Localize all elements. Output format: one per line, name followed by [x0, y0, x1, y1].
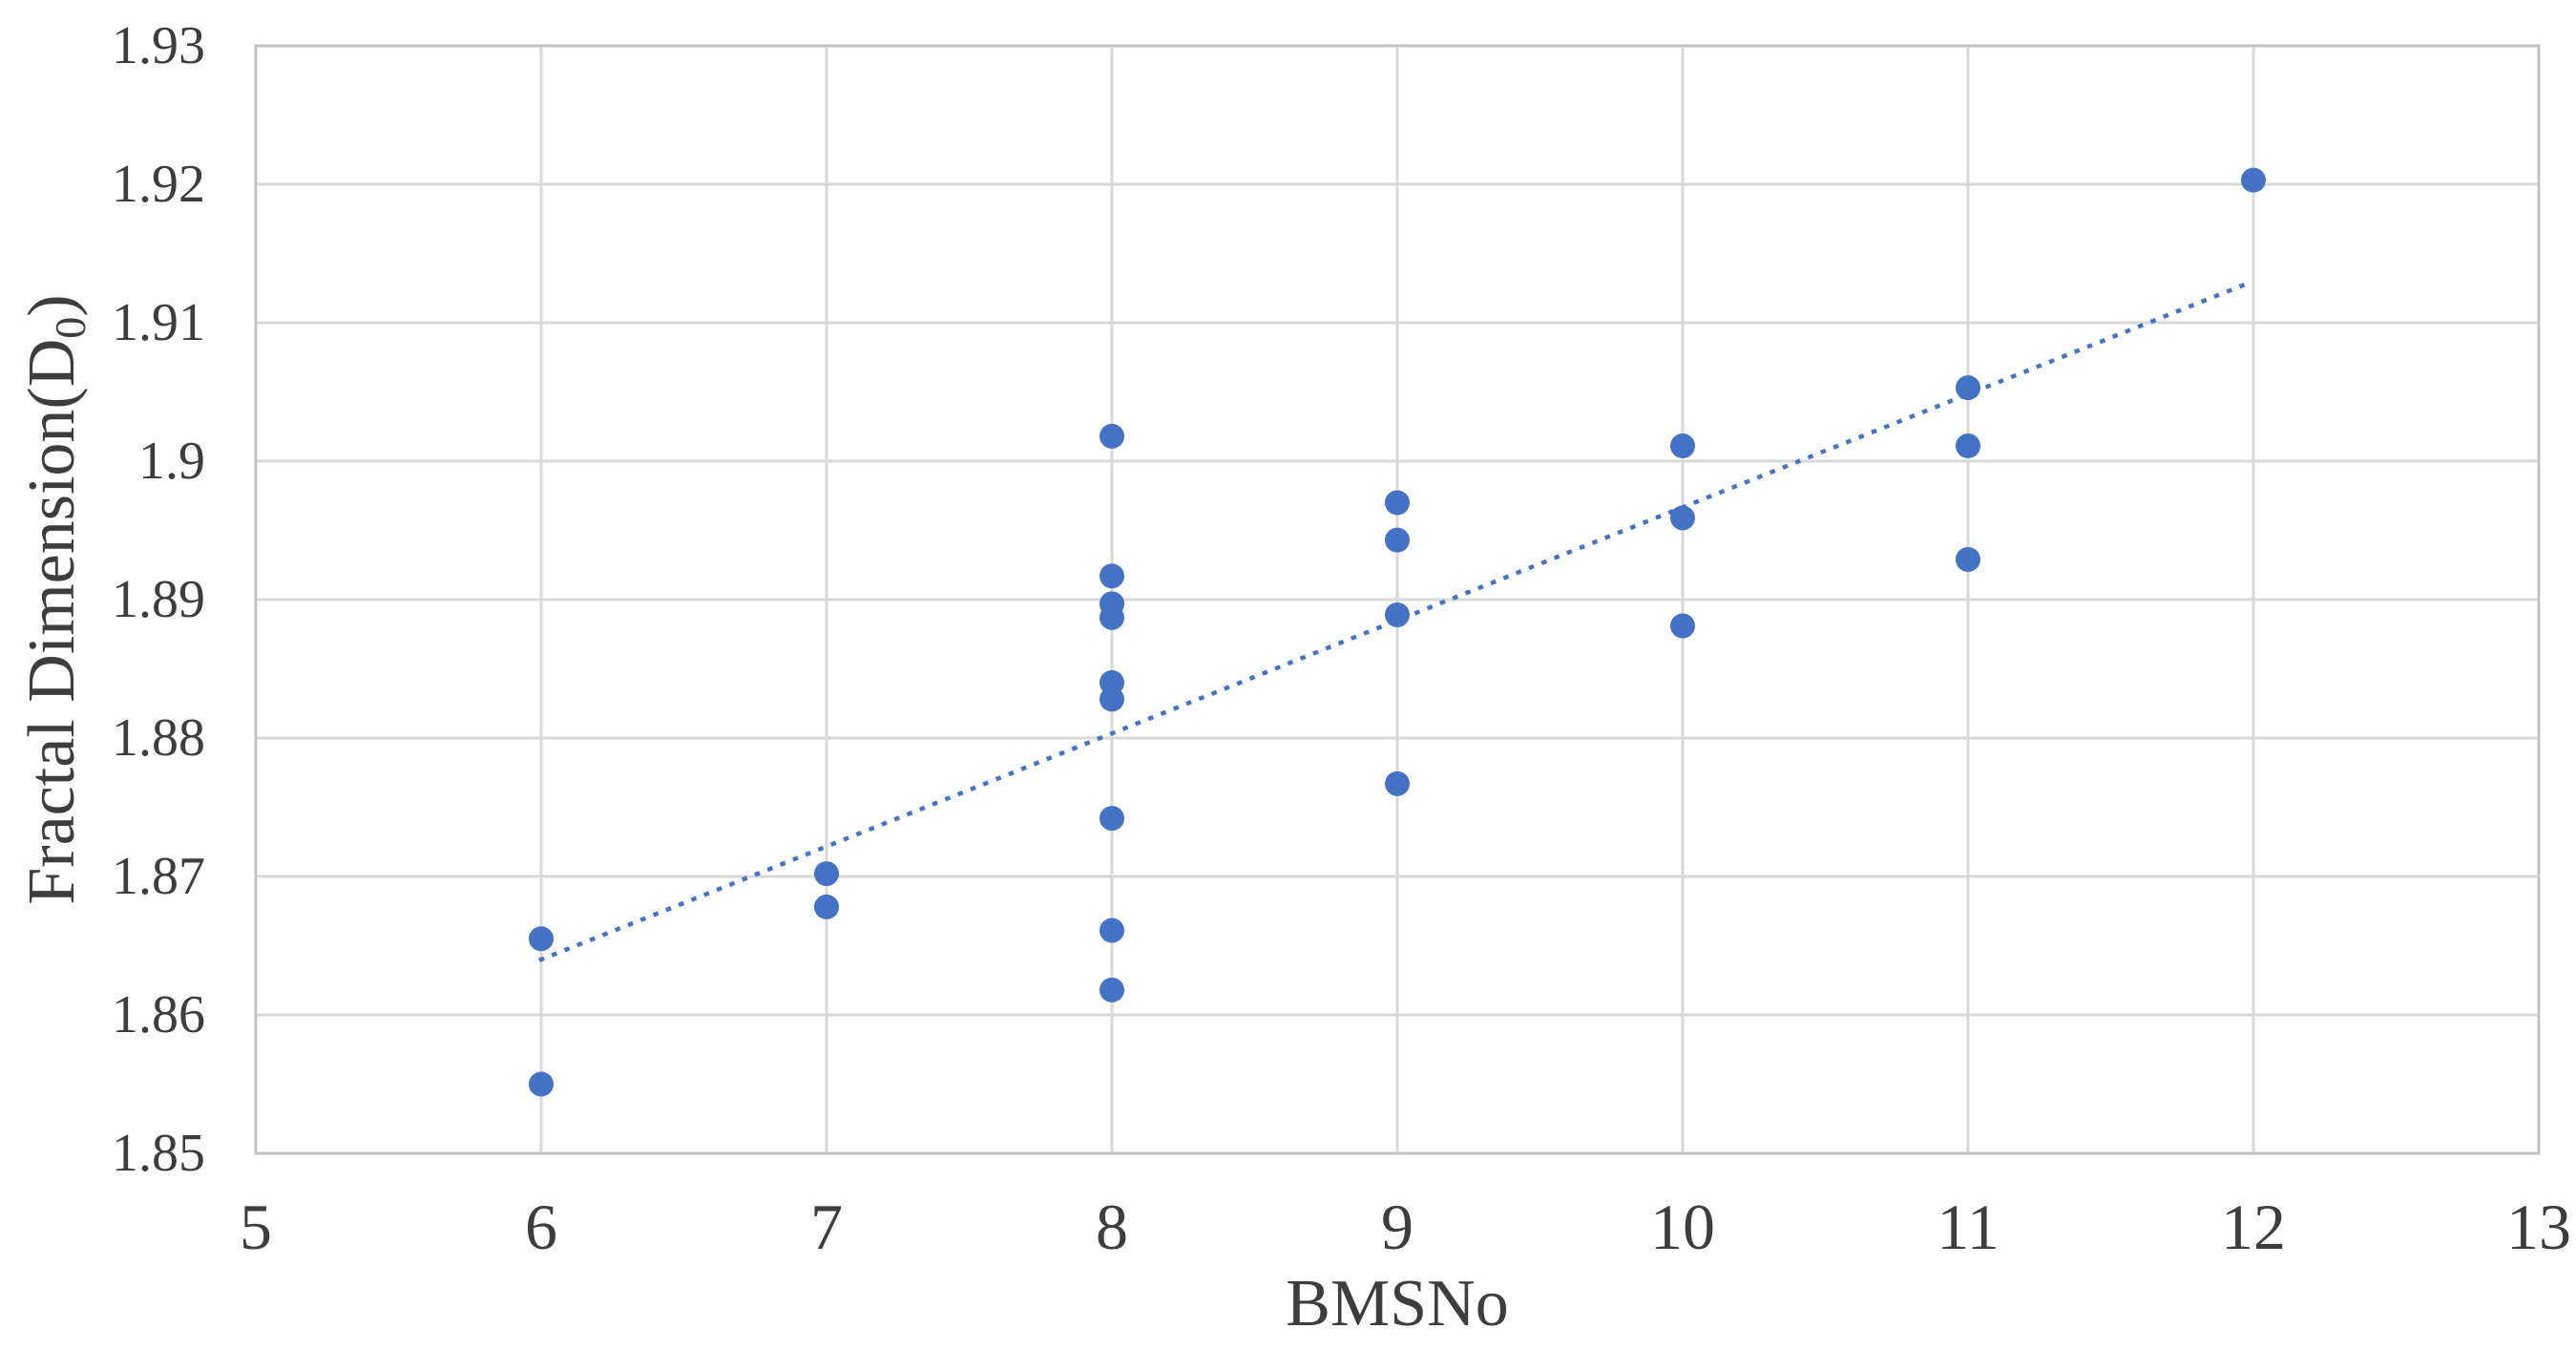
y-tick-label: 1.9: [138, 432, 205, 491]
x-tick-label: 9: [1381, 1191, 1414, 1263]
data-point: [1100, 563, 1124, 589]
data-point: [1956, 546, 1980, 572]
x-tick-label: 13: [2506, 1191, 2571, 1263]
plot-border: [254, 44, 2541, 1155]
x-tick-label: 10: [1650, 1191, 1715, 1263]
x-axis-title: BMSNo: [1286, 1267, 1509, 1340]
data-point: [1670, 505, 1695, 531]
x-tick-label: 7: [810, 1191, 843, 1263]
data-point: [529, 1071, 554, 1097]
y-tick-label: 1.91: [112, 293, 205, 352]
data-point: [1385, 601, 1410, 627]
x-tick-label: 5: [240, 1191, 272, 1263]
data-point: [1956, 433, 1980, 459]
data-point: [1100, 686, 1124, 712]
y-tick-label: 1.89: [112, 570, 205, 629]
data-point: [1385, 770, 1410, 796]
data-point: [1100, 806, 1124, 832]
data-point: [1385, 527, 1410, 553]
x-tick-label: 12: [2221, 1191, 2286, 1263]
data-point: [1670, 433, 1695, 459]
y-tick-label: 1.86: [112, 985, 205, 1044]
data-point: [1100, 918, 1124, 943]
y-tick-label: 1.92: [112, 155, 205, 214]
y-tick-label: 1.93: [112, 16, 205, 75]
x-tick-label: 11: [1937, 1191, 2000, 1263]
data-point: [2241, 167, 2266, 193]
data-point: [1100, 977, 1124, 1002]
x-tick-label: 6: [525, 1191, 557, 1263]
y-tick-label: 1.85: [112, 1124, 205, 1183]
data-point: [1670, 613, 1695, 639]
y-tick-label: 1.88: [112, 708, 205, 768]
data-point: [1385, 490, 1410, 516]
data-point: [1100, 604, 1124, 630]
y-tick-label: 1.87: [112, 847, 205, 906]
data-point: [529, 926, 554, 952]
data-point: [1100, 423, 1124, 449]
x-tick-label: 8: [1096, 1191, 1128, 1263]
data-point: [814, 894, 839, 919]
data-point: [814, 861, 839, 887]
data-point: [1956, 375, 1980, 401]
